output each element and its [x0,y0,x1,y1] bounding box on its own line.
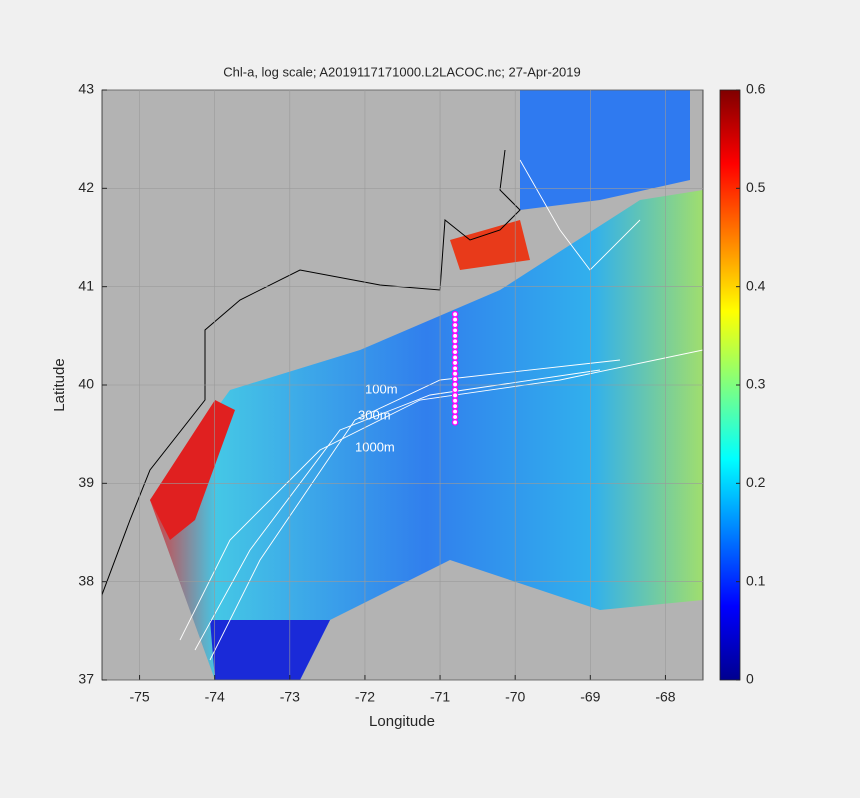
station-point [451,348,459,356]
x-tick-label: -74 [205,689,225,705]
station-point [451,392,459,399]
station-point [451,337,459,345]
station-point [451,327,459,334]
colorbar-tick-label: 0.4 [746,277,766,293]
x-tick-label: -75 [129,689,149,705]
x-tick-label: -73 [280,689,300,705]
y-tick-label: 39 [78,474,94,490]
station-point [451,402,459,410]
contour-label: 100m [365,381,398,396]
station-point [451,316,459,323]
x-tick-label: -71 [430,689,450,705]
station-point [451,321,459,329]
station-point [451,375,459,383]
colorbar-tick-label: 0.6 [746,81,766,97]
station-point [451,413,459,421]
contour-label: 300m [358,407,391,422]
station-point [451,359,459,367]
station-point [451,332,459,340]
colorbar-tick-label: 0.1 [746,572,766,588]
x-tick-label: -68 [655,689,675,705]
y-tick-label: 38 [78,572,94,588]
y-axis-label: Latitude [51,358,68,411]
colorbar-tick-label: 0.2 [746,474,766,490]
x-axis-label: Longitude [369,713,435,730]
y-tick-label: 41 [78,277,94,293]
station-point [451,310,459,318]
colorbar-tick-label: 0 [746,671,754,687]
station-point [451,386,459,394]
x-tick-label: -72 [355,689,375,705]
x-tick-label: -69 [580,689,600,705]
station-point [451,397,459,404]
station-point [451,343,459,350]
y-tick-label: 43 [78,81,94,97]
station-point [451,408,459,415]
station-point [451,381,459,388]
station-point [451,370,459,377]
station-point [451,419,459,426]
y-tick-label: 42 [78,179,94,195]
contour-label: 1000m [355,439,395,454]
chart-title: Chl-a, log scale; A2019117171000.L2LACOC… [223,64,581,79]
station-point [451,354,459,361]
colorbar-tick-label: 0.3 [746,376,766,392]
colorbar-tick-label: 0.5 [746,179,766,195]
station-point [451,365,459,372]
x-tick-label: -70 [505,689,525,705]
imagery [102,90,703,680]
y-tick-label: 37 [78,671,94,687]
y-tick-label: 40 [78,376,94,392]
